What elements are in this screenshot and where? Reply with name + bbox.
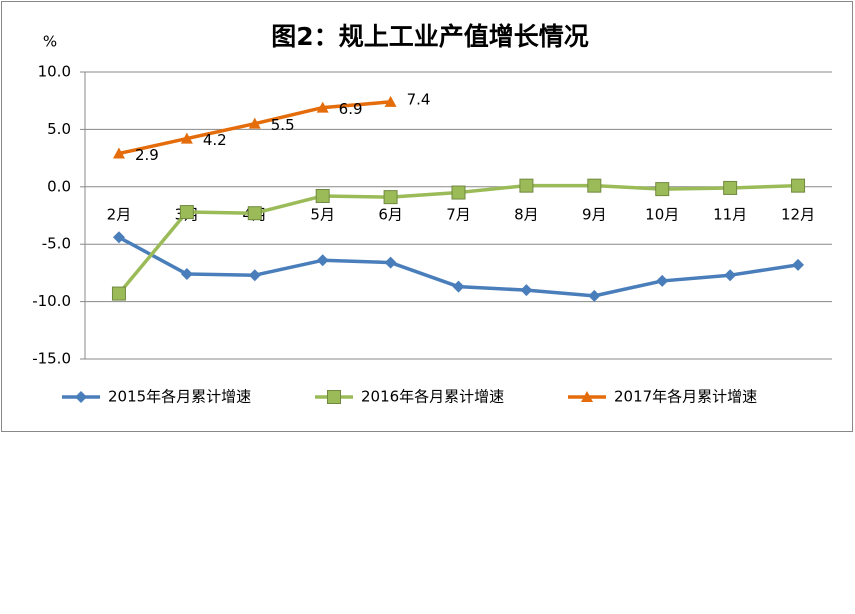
marker: [112, 147, 125, 159]
legend-label: 2015年各月累计增速: [108, 388, 251, 406]
y-tick-label: 5.0: [47, 120, 71, 138]
y-tick-label: -5.0: [42, 235, 71, 253]
data-label: 5.5: [271, 116, 295, 134]
marker: [248, 269, 261, 282]
chart-title: 图2：规上工业产值增长情况: [271, 22, 588, 51]
marker: [316, 254, 329, 267]
marker: [316, 101, 329, 113]
y-axis-label: %: [43, 33, 57, 51]
marker: [111, 286, 126, 301]
y-tick-label: 10.0: [38, 63, 71, 81]
legend-label: 2016年各月累计增速: [361, 388, 504, 406]
legend-marker: [327, 390, 341, 404]
marker: [384, 95, 397, 107]
marker: [451, 185, 466, 200]
data-label: 7.4: [407, 90, 431, 108]
x-tick-label: 5月: [310, 205, 335, 223]
x-tick-label: 7月: [446, 205, 471, 223]
marker: [724, 269, 737, 282]
marker: [247, 206, 262, 221]
marker: [792, 258, 805, 271]
marker: [656, 274, 669, 287]
chart-frame: [1, 1, 853, 432]
x-tick-label: 8月: [514, 205, 539, 223]
data-label: 4.2: [203, 131, 227, 149]
legend-label: 2017年各月累计增速: [614, 388, 757, 406]
marker: [519, 178, 534, 193]
legend-marker: [581, 391, 593, 402]
x-tick-label: 12月: [781, 205, 815, 223]
marker: [723, 180, 738, 195]
data-label: 2.9: [135, 146, 159, 164]
x-tick-label: 9月: [582, 205, 607, 223]
marker: [383, 190, 398, 205]
marker: [180, 132, 193, 144]
marker: [180, 268, 193, 281]
marker: [588, 289, 601, 302]
marker: [452, 280, 465, 293]
x-tick-label: 10月: [645, 205, 679, 223]
marker: [179, 205, 194, 220]
marker: [791, 178, 806, 193]
x-tick-label: 11月: [713, 205, 747, 223]
legend-marker: [75, 391, 87, 403]
marker: [248, 117, 261, 129]
marker: [655, 182, 670, 197]
y-tick-label: 0.0: [47, 177, 71, 195]
y-tick-label: -15.0: [32, 350, 71, 368]
marker: [315, 188, 330, 203]
data-label: 6.9: [339, 100, 363, 118]
marker: [587, 178, 602, 193]
marker: [384, 256, 397, 269]
marker: [112, 231, 125, 244]
y-tick-label: -10.0: [32, 292, 71, 310]
marker: [520, 284, 533, 297]
x-tick-label: 2月: [107, 205, 132, 223]
x-tick-label: 6月: [378, 205, 403, 223]
